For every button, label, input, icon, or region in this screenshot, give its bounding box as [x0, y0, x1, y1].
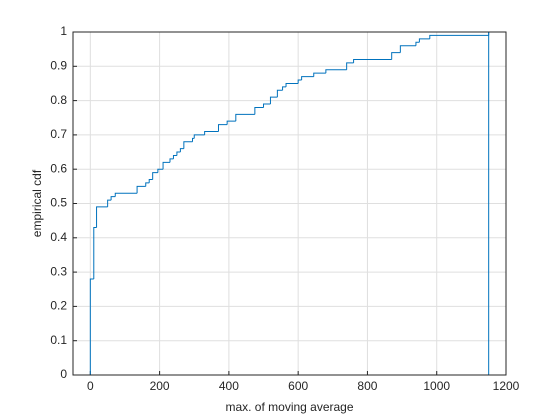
- step: [282, 86, 287, 91]
- y-tick-label: 0.2: [50, 299, 67, 313]
- x-tick-label: 1200: [493, 379, 520, 393]
- step: [285, 82, 299, 87]
- x-tick-label: 400: [219, 379, 239, 393]
- step: [235, 113, 255, 122]
- axes-box: [72, 31, 507, 376]
- step: [172, 154, 177, 159]
- step: [152, 172, 158, 180]
- step: [325, 69, 347, 74]
- step: [418, 38, 430, 43]
- step: [276, 89, 283, 98]
- step: [157, 168, 164, 173]
- y-tick-label: 0.5: [50, 196, 67, 210]
- step: [183, 141, 193, 149]
- step: [269, 96, 278, 105]
- step: [93, 227, 97, 279]
- step: [313, 72, 326, 77]
- step: [217, 124, 228, 132]
- step: [96, 206, 108, 228]
- y-tick-label: 0.7: [50, 127, 67, 141]
- step: [176, 151, 181, 156]
- step: [89, 278, 94, 375]
- step: [346, 62, 354, 70]
- step: [204, 130, 219, 135]
- step: [148, 178, 153, 183]
- y-tick-label: 0.8: [50, 93, 67, 107]
- y-axis-label: empirical cdf: [30, 169, 44, 237]
- x-tick-label: 600: [288, 379, 308, 393]
- step: [391, 52, 401, 60]
- step: [192, 137, 195, 142]
- x-tick-label: 1000: [423, 379, 450, 393]
- x-axis-label: max. of moving average: [225, 400, 353, 414]
- y-tick-label: 0: [60, 367, 67, 381]
- step: [169, 158, 174, 163]
- step: [254, 106, 264, 115]
- x-tick-label: 0: [87, 379, 94, 393]
- step: [145, 182, 150, 187]
- step: [353, 58, 392, 63]
- step: [114, 192, 138, 197]
- step: [297, 79, 302, 84]
- y-tick-label: 0.6: [50, 161, 67, 175]
- step: [193, 134, 205, 139]
- step: [415, 41, 420, 46]
- x-tick-label: 800: [357, 379, 377, 393]
- step: [179, 148, 184, 153]
- y-tick-label: 0.9: [50, 58, 67, 72]
- step: [399, 45, 416, 53]
- x-tick-label: 200: [150, 379, 170, 393]
- y-tick-label: 0.1: [50, 333, 67, 347]
- y-tick-label: 0.4: [50, 230, 67, 244]
- step: [110, 196, 116, 201]
- step: [162, 161, 170, 170]
- step: [263, 103, 271, 108]
- y-tick-label: 0.3: [50, 264, 67, 278]
- step: [301, 76, 314, 81]
- step: [226, 120, 236, 125]
- step: [136, 185, 146, 194]
- y-tick-label: 1: [60, 24, 67, 38]
- step: [429, 34, 489, 39]
- step: [107, 199, 112, 207]
